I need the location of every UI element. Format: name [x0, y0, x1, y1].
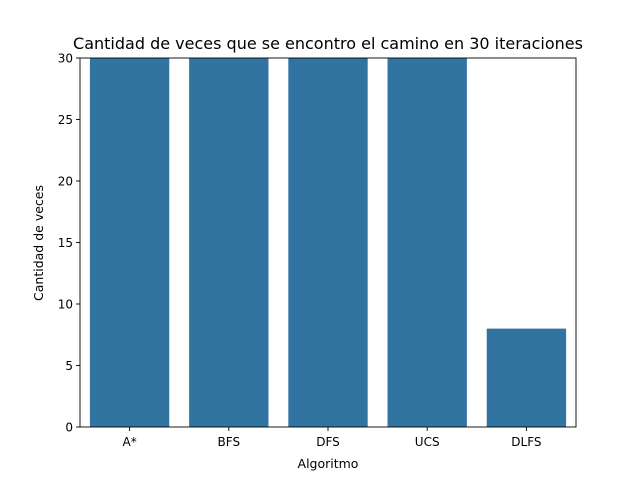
y-tick-label: 15	[58, 236, 73, 250]
chart-title: Cantidad de veces que se encontro el cam…	[73, 34, 583, 53]
y-tick-label: 25	[58, 113, 73, 127]
plot-frame	[79, 57, 577, 428]
bar-a	[89, 58, 170, 427]
y-axis-label: Cantidad de veces	[31, 185, 46, 301]
bar-ucs	[387, 58, 467, 427]
bars-group	[89, 58, 567, 427]
bar-dlfs	[486, 328, 567, 427]
x-tick-label: UCS	[415, 435, 440, 449]
x-tick-label: DFS	[316, 435, 340, 449]
bar-dfs	[288, 58, 368, 427]
x-tick-label: DLFS	[511, 435, 541, 449]
y-tick-label: 10	[58, 298, 73, 312]
y-tick-label: 5	[65, 359, 73, 373]
bar-bfs	[189, 58, 269, 427]
x-tick-label: BFS	[218, 435, 241, 449]
y-tick-label: 20	[58, 175, 73, 189]
x-ticks-group: A* BFS DFS UCS DLFS	[122, 427, 542, 449]
y-tick-label: 30	[58, 52, 73, 66]
y-tick-label: 0	[65, 421, 73, 435]
y-ticks-group: 0 5 10 15 20 25 30	[58, 52, 80, 435]
x-tick-label: A*	[122, 435, 136, 449]
x-axis-label: Algoritmo	[298, 456, 359, 471]
